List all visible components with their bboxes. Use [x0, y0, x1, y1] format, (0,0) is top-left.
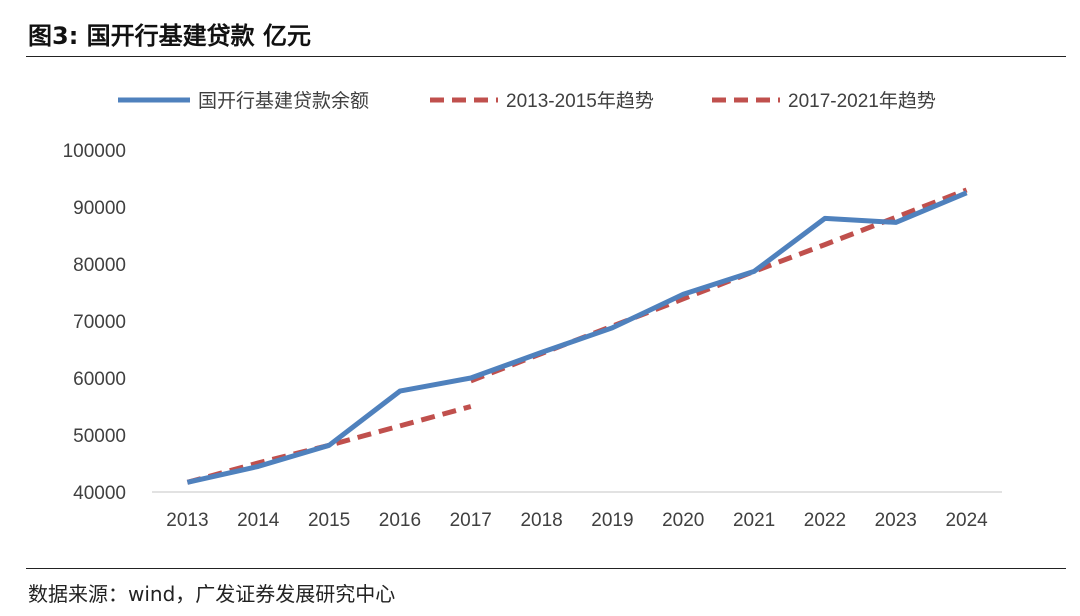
legend: 国开行基建贷款余额 2013-2015年趋势 2017-2021年趋势 [118, 90, 936, 112]
legend-label-trend-2013-2015: 2013-2015年趋势 [506, 90, 654, 112]
x-tick-label: 2017 [450, 510, 492, 531]
series-layer [186, 187, 968, 485]
y-tick-label: 60000 [73, 369, 126, 390]
x-tick-label: 2014 [237, 510, 280, 531]
y-axis-ticks: 40000 50000 60000 70000 80000 90000 100000 [63, 141, 126, 504]
x-tick-label: 2021 [733, 510, 775, 531]
y-tick-label: 40000 [73, 483, 126, 504]
legend-label-trend-2017-2021: 2017-2021年趋势 [788, 90, 936, 112]
top-rule [26, 56, 1066, 57]
source-note: 数据来源：wind，广发证券发展研究中心 [28, 582, 396, 606]
figure-title: 图3: 国开行基建贷款 亿元 [28, 22, 312, 50]
x-tick-label: 2024 [945, 510, 988, 531]
x-tick-label: 2016 [379, 510, 421, 531]
x-tick-label: 2015 [308, 510, 350, 531]
x-tick-label: 2013 [166, 510, 208, 531]
y-tick-label: 70000 [73, 312, 126, 333]
x-tick-label: 2023 [875, 510, 917, 531]
bottom-rule [26, 568, 1066, 569]
legend-label-actual: 国开行基建贷款余额 [198, 90, 369, 112]
y-tick-label: 80000 [73, 255, 126, 276]
x-tick-label: 2022 [804, 510, 846, 531]
x-tick-label: 2018 [520, 510, 562, 531]
x-tick-label: 2020 [662, 510, 704, 531]
x-tick-label: 2019 [591, 510, 633, 531]
y-tick-label: 90000 [73, 198, 126, 219]
x-axis-ticks: 2013 2014 2015 2016 2017 2018 2019 2020 2021 2022… [166, 510, 988, 531]
y-tick-label: 100000 [63, 141, 126, 162]
series-line-0 [186, 190, 968, 485]
line-chart: 国开行基建贷款余额 2013-2015年趋势 2017-2021年趋势 4000… [63, 90, 1002, 531]
y-tick-label: 50000 [73, 426, 126, 447]
